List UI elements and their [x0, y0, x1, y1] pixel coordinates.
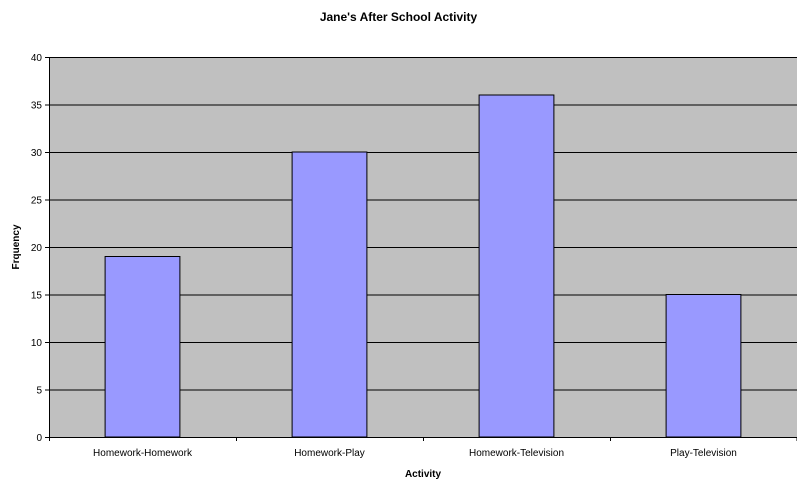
- y-tick-label: 35: [31, 101, 43, 112]
- chart-title: Jane's After School Activity: [319, 10, 478, 24]
- y-tick-label: 10: [31, 338, 43, 349]
- x-tick-label: Play-Television: [670, 448, 737, 459]
- y-tick-label: 0: [36, 433, 42, 444]
- bar: [291, 151, 368, 438]
- y-axis-title: Frquency: [11, 224, 22, 269]
- x-axis: Homework-Homework Homework-Play Homework-T…: [49, 437, 797, 459]
- x-tick-label: Homework-Homework: [93, 448, 193, 459]
- y-tick-label: 25: [31, 196, 43, 207]
- y-tick-label: 15: [31, 291, 43, 302]
- x-axis-title: Activity: [405, 469, 442, 480]
- bar: [478, 94, 555, 438]
- y-tick-label: 30: [31, 148, 43, 159]
- x-tick-label: Homework-Television: [469, 448, 564, 459]
- y-tick-label: 40: [31, 53, 43, 64]
- y-tick-label: 5: [36, 386, 42, 397]
- bars: [104, 94, 742, 438]
- bar: [665, 294, 742, 438]
- y-tick-label: 20: [31, 243, 43, 254]
- bar: [104, 256, 181, 438]
- y-axis: 0 5 10 15 20 25 30 35 40: [31, 53, 50, 444]
- x-tick-label: Homework-Play: [294, 448, 365, 459]
